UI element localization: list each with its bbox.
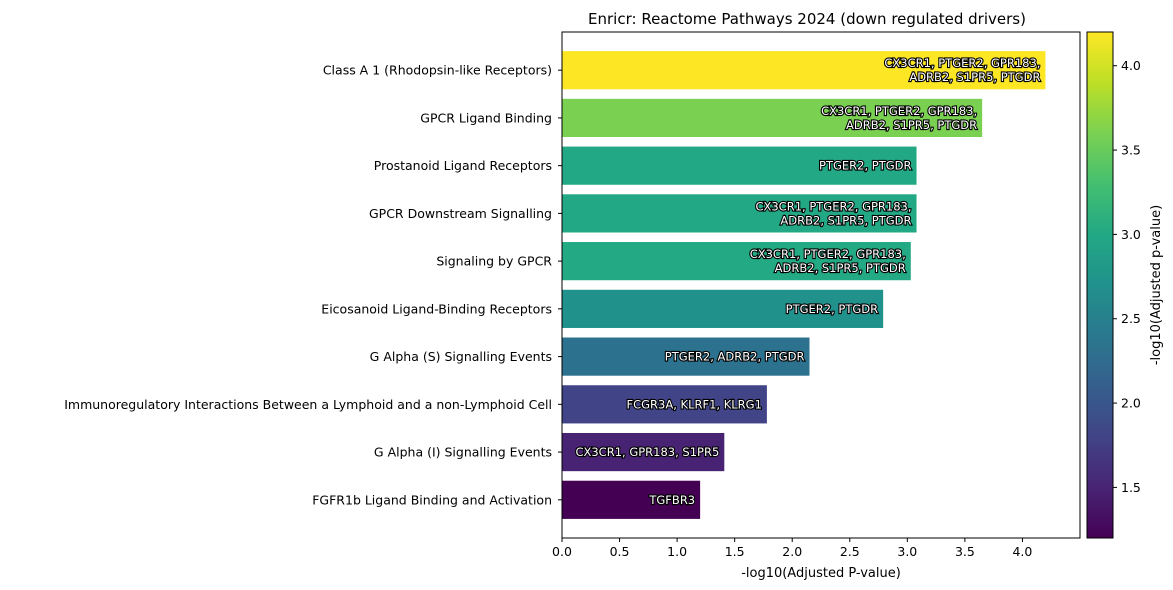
bar-label: CX3CR1, PTGER2, GPR183, [821, 104, 977, 118]
y-tick-label: GPCR Downstream Signalling [369, 206, 552, 221]
colorbar-tick-label: 1.5 [1121, 480, 1141, 495]
x-tick-label: 3.5 [955, 544, 975, 559]
bar [562, 51, 1046, 90]
bar [562, 242, 911, 281]
x-tick-label: 3.0 [897, 544, 917, 559]
bar-label: CX3CR1, PTGER2, GPR183, [755, 199, 911, 213]
x-tick-label: 2.0 [782, 544, 802, 559]
x-axis-label: -log10(Adjusted P-value) [741, 566, 901, 581]
colorbar-tick-label: 3.5 [1121, 143, 1141, 158]
y-tick-label: Class A 1 (Rhodopsin-like Receptors) [323, 63, 552, 78]
x-axis: 0.0 0.5 1.0 1.5 2.0 2.5 3.0 3.5 4.0 [552, 538, 1032, 559]
bar-label: CX3CR1, PTGER2, GPR183, [884, 56, 1040, 70]
y-tick-label: Prostanoid Ligand Receptors [374, 158, 552, 173]
bar [562, 289, 884, 328]
y-tick-label: G Alpha (I) Signalling Events [374, 445, 552, 460]
bar [562, 480, 701, 519]
bar-label: ADRB2, S1PR5, PTGDR [780, 213, 911, 227]
x-tick-label: 0.5 [610, 544, 630, 559]
bar-label: PTGER2, ADRB2, PTGDR [665, 350, 805, 364]
bar-label: CX3CR1, PTGER2, GPR183, [750, 247, 906, 261]
colorbar-tick-label: 3.0 [1121, 227, 1141, 242]
y-tick-label: GPCR Ligand Binding [420, 110, 552, 125]
bar [562, 194, 917, 233]
bar-label: ADRB2, S1PR5, PTGDR [846, 118, 977, 132]
colorbar-ticks: 1.5 2.0 2.5 3.0 3.5 4.0 [1113, 58, 1141, 495]
x-tick-label: 0.0 [552, 544, 572, 559]
y-tick-label: FGFR1b Ligand Binding and Activation [312, 492, 552, 507]
y-tick-label: Eicosanoid Ligand-Binding Receptors [321, 301, 552, 316]
x-tick-label: 2.5 [840, 544, 860, 559]
bar-label: CX3CR1, GPR183, S1PR5 [575, 445, 719, 459]
colorbar-tick-label: 2.5 [1121, 311, 1141, 326]
y-tick-label: Signaling by GPCR [436, 254, 552, 269]
bar [562, 146, 917, 185]
bars-layer [562, 51, 1046, 519]
bar [562, 98, 983, 138]
x-tick-label: 1.0 [667, 544, 687, 559]
bar-label: TGFBR3 [648, 493, 695, 507]
x-tick-label: 1.5 [725, 544, 745, 559]
colorbar-label: -log10(Adjusted p-value) [1149, 205, 1164, 365]
chart-title: Enricr: Reactome Pathways 2024 (down reg… [588, 10, 1026, 28]
bar [562, 337, 810, 376]
colorbar-tick-label: 2.0 [1121, 396, 1141, 411]
bar-label: ADRB2, S1PR5, PTGDR [909, 70, 1040, 84]
bar [562, 432, 725, 472]
bar [562, 385, 767, 424]
y-tick-labels: Class A 1 (Rhodopsin-like Receptors) GPCR… [64, 63, 562, 507]
bar-label: ADRB2, S1PR5, PTGDR [775, 261, 906, 275]
bar-labels: CX3CR1, PTGER2, GPR183,ADRB2, S1PR5, PTG… [574, 55, 1041, 508]
x-tick-label: 4.0 [1012, 544, 1032, 559]
bar-label: FCGR3A, KLRF1, KLRG1 [627, 397, 762, 411]
bar-label: PTGER2, PTGDR [786, 302, 878, 316]
plot-frame [561, 31, 1081, 539]
y-tick-label: Immunoregulatory Interactions Between a … [64, 397, 552, 412]
colorbar-tick-label: 4.0 [1121, 58, 1141, 73]
colorbar [1086, 31, 1114, 539]
bar-label: PTGER2, PTGDR [819, 159, 911, 173]
y-tick-label: G Alpha (S) Signalling Events [370, 349, 552, 364]
